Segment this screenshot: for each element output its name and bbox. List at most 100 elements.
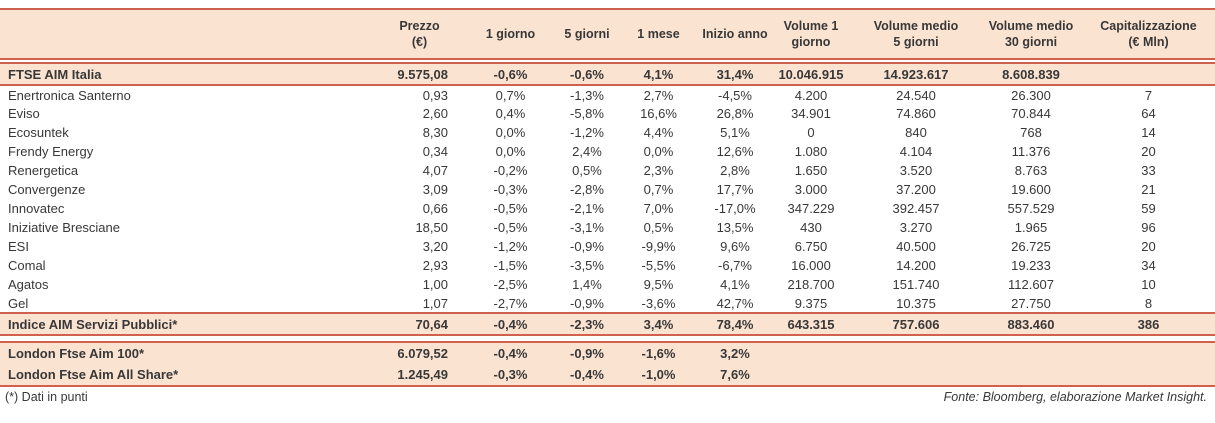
value-cell: 37.200 (896, 182, 936, 197)
value-cell: 1.080 (794, 144, 828, 159)
value-cell: 4.104 (899, 144, 933, 159)
value-cell: 70.844 (1011, 106, 1051, 121)
table-row: Eviso 2,60 0,4% -5,8% 16,6% 26,8% 34.901… (0, 104, 1215, 123)
value-cell: 78,4% (700, 312, 770, 336)
value-cell: 9,6% (720, 239, 750, 254)
value-cell: -1,2% (570, 125, 604, 140)
index-name-cell: Indice AIM Servizi Pubblici* (0, 312, 375, 336)
company-name-cell: Iniziative Bresciane (8, 220, 120, 235)
value-cell-prezzo: 1,07 (422, 295, 448, 311)
value-cell: 4,1% (720, 277, 750, 292)
value-cell: -1,6% (617, 341, 700, 364)
header-cell-name (0, 8, 375, 60)
value-cell: 0,7% (643, 182, 674, 197)
value-cell: 6.750 (794, 239, 828, 254)
value-cell: -5,8% (570, 106, 604, 121)
value-cell: -2,1% (570, 201, 604, 216)
value-cell: 4,4% (643, 125, 674, 140)
value-cell-prezzo: 1,00 (422, 277, 448, 292)
value-cell: -0,5% (493, 220, 528, 235)
value-cell-prezzo: 4,07 (422, 163, 448, 178)
value-cell-prezzo: 1.245,49 (375, 364, 464, 387)
value-cell: 7,6% (700, 364, 770, 387)
table-row-london-ftse-aim-100: London Ftse Aim 100* 6.079,52 -0,4% -0,9… (0, 341, 1215, 364)
company-name-cell: Innovatec (8, 201, 65, 216)
value-cell: 883.460 (980, 312, 1082, 336)
value-cell: -1,5% (493, 258, 528, 273)
value-cell: 11.376 (1011, 144, 1051, 159)
value-cell: 16,6% (640, 106, 677, 121)
value-cell: 9.375 (794, 295, 828, 311)
value-cell: 20 (1141, 144, 1156, 159)
value-cell: -9,9% (641, 239, 676, 254)
header-cell-inizio-anno: Inizio anno (700, 8, 770, 60)
table-row: Ecosuntek 8,30 0,0% -1,2% 4,4% 5,1% 0 84… (0, 123, 1215, 142)
value-cell: 9,5% (643, 277, 674, 292)
value-cell: 0,0% (495, 125, 526, 140)
table-row: Renergetica 4,07 -0,2% 0,5% 2,3% 2,8% 1.… (0, 161, 1215, 180)
value-cell: 757.606 (852, 312, 980, 336)
value-cell: 1,4% (572, 277, 602, 292)
value-cell-prezzo: 0,93 (422, 87, 448, 103)
value-cell: -2,8% (570, 182, 604, 197)
value-cell: 430 (800, 220, 822, 235)
value-cell: 347.229 (787, 201, 835, 216)
value-cell: -17,0% (714, 201, 756, 216)
value-cell: -0,9% (570, 295, 604, 311)
value-cell: 64 (1141, 106, 1156, 121)
value-cell-prezzo: 0,34 (422, 144, 448, 159)
value-cell (770, 364, 852, 387)
value-cell: 0,5% (572, 163, 602, 178)
value-cell: 0 (807, 125, 815, 140)
value-cell: -0,9% (557, 341, 617, 364)
source-attribution: Fonte: Bloomberg, elaborazione Market In… (943, 390, 1207, 404)
value-cell (980, 341, 1082, 364)
value-cell: 3.270 (899, 220, 933, 235)
value-cell: 14.923.617 (852, 62, 980, 86)
value-cell: 8.608.839 (980, 62, 1082, 86)
value-cell: 10 (1141, 277, 1156, 292)
table-row-indice-aim-servizi-pubblici: Indice AIM Servizi Pubblici* 70,64 -0,4%… (0, 312, 1215, 336)
value-cell: 34 (1141, 258, 1156, 273)
value-cell-prezzo: 8,30 (422, 125, 448, 140)
value-cell: 218.700 (787, 277, 835, 292)
value-cell-prezzo: 0,66 (422, 201, 448, 216)
table-row-ftse-aim-italia: FTSE AIM Italia 9.575,08 -0,6% -0,6% 4,1… (0, 62, 1215, 86)
value-cell: 26,8% (716, 106, 754, 121)
value-cell: 557.529 (1007, 201, 1055, 216)
value-cell: 8 (1144, 295, 1153, 311)
company-name-cell: Gel (8, 295, 29, 311)
value-cell: 392.457 (892, 201, 940, 216)
value-cell: 0,4% (495, 106, 526, 121)
footnote-dati-in-punti: (*) Dati in punti (5, 390, 88, 404)
value-cell (770, 341, 852, 364)
value-cell: 112.607 (1007, 277, 1055, 292)
value-cell (1082, 364, 1215, 387)
value-cell-prezzo: 70,64 (375, 312, 464, 336)
company-name-cell: ESI (8, 239, 29, 254)
table-row: Comal 2,93 -1,5% -3,5% -5,5% -6,7% 16.00… (0, 256, 1215, 275)
value-cell: -2,3% (557, 312, 617, 336)
value-cell-prezzo: 3,20 (422, 239, 448, 254)
value-cell: 10.046.915 (770, 62, 852, 86)
value-cell-prezzo: 18,50 (415, 220, 448, 235)
value-cell: -1,3% (570, 87, 604, 103)
header-cell-capitalizzazione: Capitalizzazione (€ Mln) (1082, 8, 1215, 60)
value-cell: 0,0% (643, 144, 674, 159)
company-name-cell: Eviso (8, 106, 40, 121)
value-cell-prezzo: 9.575,08 (375, 62, 464, 86)
company-name-cell: Comal (8, 258, 46, 273)
value-cell: -0,9% (570, 239, 604, 254)
value-cell: 8.763 (1014, 163, 1048, 178)
value-cell-prezzo: 2,60 (422, 106, 448, 121)
value-cell: -0,4% (464, 341, 557, 364)
company-name-cell: Frendy Energy (8, 144, 94, 159)
value-cell: 2,8% (720, 163, 750, 178)
index-name-cell: FTSE AIM Italia (0, 62, 375, 86)
value-cell: 40.500 (896, 239, 936, 254)
value-cell: 3,2% (700, 341, 770, 364)
header-row: Prezzo (€) 1 giorno 5 giorni 1 mese Iniz… (0, 8, 1215, 60)
value-cell: 19.233 (1011, 258, 1051, 273)
table-row: Iniziative Bresciane 18,50 -0,5% -3,1% 0… (0, 218, 1215, 237)
value-cell (852, 341, 980, 364)
